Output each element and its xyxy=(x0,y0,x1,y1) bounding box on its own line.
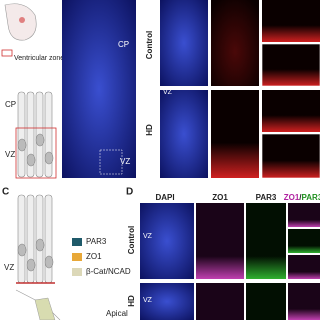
merge-part: ZO1 xyxy=(284,193,300,202)
row-label: Control xyxy=(127,226,136,254)
panel-letter: C xyxy=(2,187,9,198)
sketch-label: CP xyxy=(5,100,16,109)
legend-text: Ventricular zone (VZ) xyxy=(14,55,80,62)
merge-label: ZO1/PAR3 xyxy=(284,193,320,202)
zone-label: VZ xyxy=(4,263,14,272)
panel-d: D DAPI ZO1 PAR3 ZO1/PAR3 Control HD VZ V… xyxy=(126,187,320,320)
image-label: VZ xyxy=(163,89,173,96)
column-label: DAPI xyxy=(155,193,174,202)
panel-letter: D xyxy=(126,187,133,198)
image-label: VZ xyxy=(143,297,153,304)
panel-a: Ventricular zone (VZ) CP VZ xyxy=(1,3,80,179)
panel-right: Control HD VZ xyxy=(145,0,320,179)
image-label: VZ xyxy=(120,157,130,166)
legend-text: β-Cat/NCAD xyxy=(86,267,131,276)
row-label: HD xyxy=(127,295,136,307)
column-label: ZO1 xyxy=(212,193,228,202)
panel-c: C VZ PAR3 ZO1 β-Cat/NCAD Apical xyxy=(2,187,131,321)
image-label: CP xyxy=(118,40,129,49)
sketch-label: VZ xyxy=(5,150,15,159)
legend-text: PAR3 xyxy=(86,237,107,246)
column-label: PAR3 xyxy=(256,193,277,202)
bottom-label: Apical xyxy=(106,309,128,318)
merge-part: / xyxy=(299,193,302,202)
row-label: HD xyxy=(145,124,154,136)
legend-text: ZO1 xyxy=(86,252,102,261)
merge-part: PAR3 xyxy=(302,193,320,202)
image-label: VZ xyxy=(143,233,153,240)
panel-b: CP VZ xyxy=(62,0,136,178)
row-label: Control xyxy=(145,31,154,59)
